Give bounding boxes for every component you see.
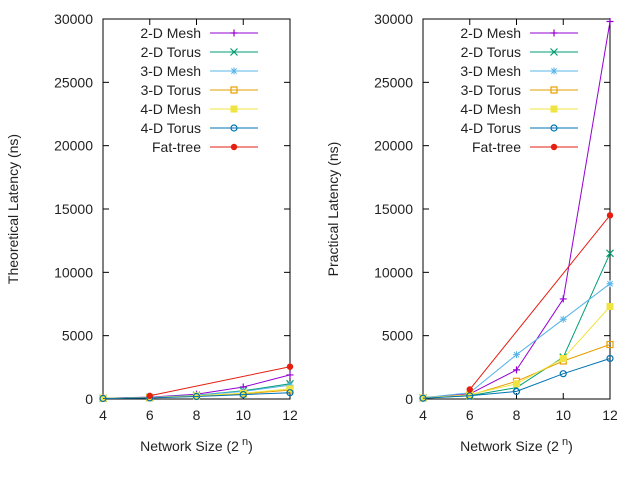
data-point-4-d-mesh [239,389,247,397]
data-point-2-d-mesh [606,18,614,26]
data-point-fat-tree [466,386,473,393]
y-tick-label: 30000 [54,11,93,27]
legend-label-4-d-mesh: 4-D Mesh [140,101,201,117]
legend-marker-3-d-mesh [550,67,558,75]
y-tick-label: 5000 [62,328,93,344]
x-tick-label: 8 [193,407,201,423]
legend-marker-3-d-torus [230,86,238,94]
series-line-4-d-torus [102,392,291,399]
x-axis-label: Network Size (2 n) [140,436,253,454]
y-axis-label: Theoretical Latency (ns) [5,134,21,284]
data-point-fat-tree [286,363,294,370]
y-tick-label: 0 [405,391,413,407]
series-4-d-torus [419,354,614,402]
y-tick-label: 10000 [374,264,413,280]
series-line-4-d-torus [422,358,611,399]
data-point-4-d-mesh [513,380,520,388]
data-point-4-d-mesh [286,385,294,393]
data-point-4-d-mesh [466,391,474,399]
x-tick-label: 6 [146,407,154,423]
legend-marker-4-d-torus [550,124,558,132]
legend-label-3-d-torus: 3-D Torus [141,82,201,98]
data-point-2-d-mesh [286,371,294,379]
y-tick-label: 25000 [374,74,413,90]
data-point-3-d-mesh [286,381,294,389]
legend-label-4-d-mesh: 4-D Mesh [460,101,521,117]
data-point-fat-tree [606,212,614,219]
data-point-2-d-mesh [513,366,520,374]
x-tick-label: 10 [235,407,251,423]
legend-label-3-d-mesh: 3-D Mesh [460,63,521,79]
legend-label-3-d-mesh: 3-D Mesh [140,63,201,79]
series-line-fat-tree [469,214,611,390]
legend-label-2-d-mesh: 2-D Mesh [460,25,521,41]
x-axis-label: Network Size (2 n) [460,436,573,454]
data-point-4-d-mesh [606,303,614,311]
data-point-2-d-torus [606,249,614,258]
y-tick-label: 30000 [374,11,413,27]
legend-label-4-d-torus: 4-D Torus [141,120,201,136]
data-point-4-d-torus [419,394,427,402]
legend-label-3-d-torus: 3-D Torus [461,82,521,98]
y-tick-label: 0 [85,391,93,407]
data-point-4-d-torus [606,354,614,363]
data-point-3-d-mesh [606,280,614,288]
legend-marker-2-d-mesh [230,29,238,37]
data-point-fat-tree [146,392,153,400]
data-point-4-d-mesh [559,354,567,362]
legend-label-2-d-torus: 2-D Torus [141,44,201,60]
series-fat-tree [466,212,614,393]
series-line-2-d-torus [422,253,611,399]
legend-label-4-d-torus: 4-D Torus [461,120,521,136]
data-point-2-d-mesh [559,295,567,303]
y-tick-label: 5000 [382,328,413,344]
data-point-4-d-torus [99,394,107,403]
legend-label-2-d-mesh: 2-D Mesh [140,25,201,41]
practical-latency-panel: 0 5000 10000 15000 20000 25000 30000 4 6 8 10 12 Net… [325,11,618,454]
legend-label-fat-tree: Fat-tree [472,139,521,155]
y-tick-label: 25000 [54,74,93,90]
y-tick-label: 15000 [54,201,93,217]
data-point-4-d-torus [192,392,201,401]
legend-marker-4-d-torus [230,124,238,132]
data-point-3-d-mesh [559,315,567,323]
y-tick-label: 10000 [54,264,93,280]
series-fat-tree [146,363,294,400]
theoretical-latency-panel: 0 5000 10000 15000 20000 25000 30000 4 6 8 10 12 Net… [5,11,298,454]
legend-label-2-d-torus: 2-D Torus [461,44,521,60]
data-point-4-d-torus [512,387,521,395]
data-point-4-d-torus [466,392,474,400]
legend-label-fat-tree: Fat-tree [152,139,201,155]
y-tick-label: 20000 [374,138,413,154]
x-tick-label: 6 [466,407,474,423]
y-tick-label: 20000 [54,138,93,154]
data-point-3-d-mesh [513,351,520,359]
legend-marker-3-d-mesh [230,67,238,75]
legend-marker-2-d-torus [550,48,558,56]
legend-marker-fat-tree [550,143,558,151]
x-tick-label: 4 [419,407,427,423]
legend-marker-4-d-mesh [550,105,558,113]
x-tick-label: 12 [602,407,618,423]
legend-marker-3-d-torus [550,86,558,94]
data-point-4-d-mesh [193,392,200,400]
y-axis-label: Practical Latency (ns) [325,142,341,277]
x-tick-label: 8 [513,407,521,423]
legend-marker-fat-tree [230,143,238,151]
x-tick-label: 10 [555,407,571,423]
y-tick-label: 15000 [374,201,413,217]
data-point-3-d-torus [606,340,614,349]
x-tick-label: 4 [99,407,107,423]
data-point-4-d-torus [559,370,567,378]
legend-marker-2-d-torus [230,48,238,56]
legend-marker-4-d-mesh [230,105,238,113]
x-tick-label: 12 [282,407,298,423]
series-line-fat-tree [149,366,291,397]
data-point-4-d-torus [286,389,294,397]
data-point-4-d-torus [239,390,247,399]
legend-marker-2-d-mesh [550,29,558,37]
